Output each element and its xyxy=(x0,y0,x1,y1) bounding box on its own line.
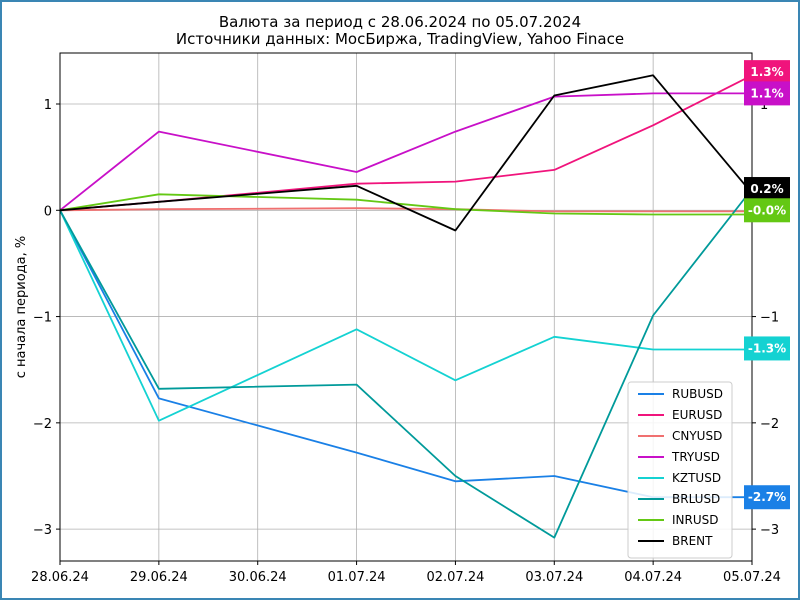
end-label-box xyxy=(744,60,790,85)
axis-ticks: 28.06.24 29.06.24 30.06.24 01.07.24 02.07.24… xyxy=(31,98,781,585)
legend-entry: KZTUSD xyxy=(672,471,721,485)
end-label-text: 1.1% xyxy=(750,86,783,100)
plot-area-border xyxy=(59,52,753,562)
end-label-box xyxy=(744,177,790,202)
x-tick-label: 02.07.24 xyxy=(426,570,484,585)
legend-entry: TRYUSD xyxy=(671,450,720,464)
end-label-text: -2.7% xyxy=(748,490,786,504)
legend-box xyxy=(627,381,733,559)
chart-title-line-1: Валюта за период с 28.06.2024 по 05.07.2… xyxy=(219,13,581,31)
x-tick-label: 29.06.24 xyxy=(130,570,188,585)
y-tick-label-right: 1 xyxy=(760,98,768,113)
x-tick-label: 05.07.24 xyxy=(723,570,781,585)
end-label-text: -0.0% xyxy=(748,203,786,217)
series-line-eurusd xyxy=(59,74,753,212)
end-label: -2.7% xyxy=(744,485,790,510)
end-label: -1.3% xyxy=(744,336,790,361)
chart-title-line-2: Источники данных: МосБиржа, TradingView,… xyxy=(176,30,624,48)
legend-entry: RUBUSD xyxy=(672,387,723,401)
x-tick-label: 03.07.24 xyxy=(525,570,583,585)
end-label-text: -1.3% xyxy=(748,341,786,355)
legend-entry: EURUSD xyxy=(672,408,722,422)
x-tick-label: 28.06.24 xyxy=(31,570,89,585)
legend-entry: INRUSD xyxy=(672,513,719,527)
end-value-labels: 1.3% 1.1% 0.2% -0.0% -1.3% -2.7% xyxy=(744,60,790,510)
series-line-kztusd xyxy=(59,209,752,422)
y-axis-label: с начала периода, % xyxy=(14,236,29,379)
series-line-brent xyxy=(59,74,753,232)
legend-entry: BRENT xyxy=(672,534,713,548)
y-tick-label-left: −2 xyxy=(33,417,52,432)
legend: RUBUSD EURUSD CNYUSD TRYUSD KZTUSD BRLUSD INRU… xyxy=(627,381,733,559)
end-label-text: 1.3% xyxy=(750,65,783,79)
end-label: 0.2% xyxy=(744,177,790,202)
x-tick-label: 04.07.24 xyxy=(624,570,682,585)
legend-entry: BRLUSD xyxy=(672,492,720,506)
y-tick-label-left: 0 xyxy=(44,204,52,219)
y-tick-label-left: −3 xyxy=(33,523,52,538)
end-label-box xyxy=(744,485,790,510)
end-label: -0.0% xyxy=(744,198,790,223)
y-tick-label-left: 1 xyxy=(44,98,52,113)
series-line-tryusd xyxy=(59,92,752,212)
legend-entry: CNYUSD xyxy=(672,429,722,443)
series-line-inrusd xyxy=(59,193,752,216)
end-label: 1.3% xyxy=(744,60,790,85)
series-line-brlusd xyxy=(59,188,753,539)
x-tick-label: 30.06.24 xyxy=(229,570,287,585)
end-label: 1.1% xyxy=(744,81,790,106)
end-label-box xyxy=(744,81,790,106)
y-tick-label-right: −1 xyxy=(760,311,779,326)
y-tick-label-right: −2 xyxy=(760,417,779,432)
y-tick-label-left: −1 xyxy=(33,311,52,326)
y-tick-label-right: −3 xyxy=(760,523,779,538)
end-label-box xyxy=(744,336,790,361)
end-label-text: 0.2% xyxy=(750,182,783,196)
x-tick-label: 01.07.24 xyxy=(328,570,386,585)
end-label-box xyxy=(744,198,790,223)
